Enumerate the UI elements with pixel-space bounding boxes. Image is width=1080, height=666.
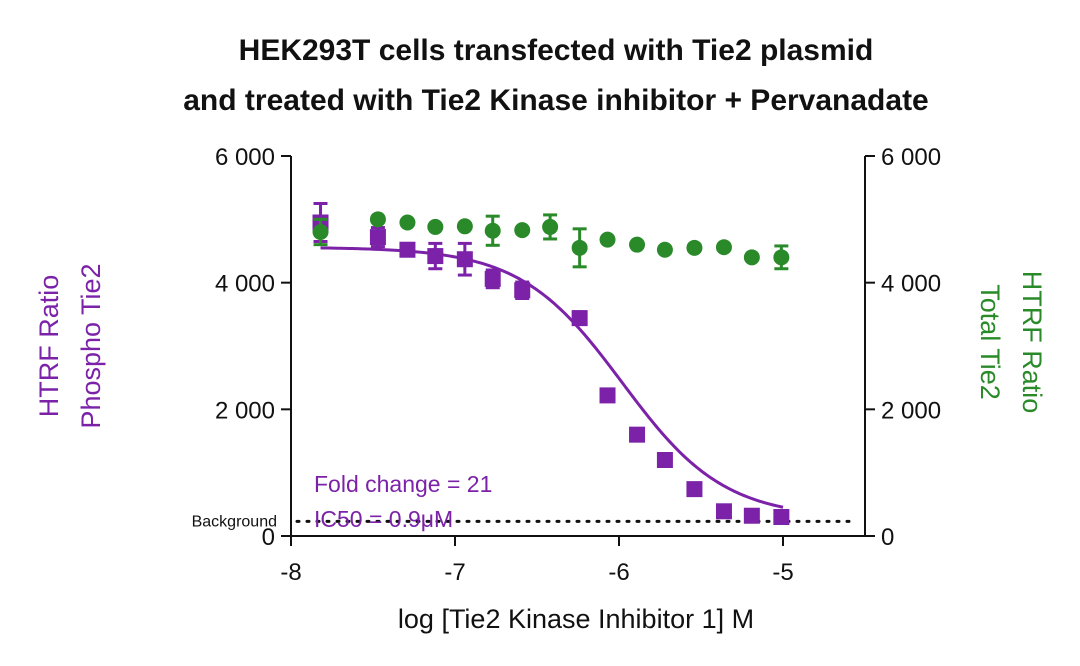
phospho-point (599, 387, 616, 404)
x-tick-label: -8 (280, 559, 301, 586)
total-point (686, 239, 703, 256)
left-y-axis-label-line-2: Phospho Tie2 (76, 263, 106, 428)
phospho-point (571, 310, 588, 327)
right-y-axis-label-line-2: Total Tie2 (975, 284, 1005, 400)
right-y-tick-label: 0 (881, 524, 894, 551)
left-y-tick-label: 6 000 (215, 144, 275, 171)
total-point (427, 218, 444, 235)
total-point (456, 218, 473, 235)
phospho-point (427, 248, 444, 265)
phospho-point (629, 426, 646, 443)
total-point (715, 239, 732, 256)
right-y-tick-label: 6 000 (881, 144, 941, 171)
ic50-annotation: IC50 = 0.9μM (314, 506, 453, 532)
right-y-tick-label: 2 000 (881, 397, 941, 424)
total-point (369, 211, 386, 228)
phospho-point (686, 481, 703, 498)
data-points (312, 202, 790, 525)
phospho-point (656, 452, 673, 468)
phospho-point (456, 251, 473, 268)
axis-ticks: 0 0 2 000 2 000 4 000 4 000 6 000 6 000 -8 -7 -6 -5 (215, 144, 941, 586)
total-point (399, 214, 416, 231)
left-y-tick-label: 2 000 (215, 397, 275, 424)
total-point (629, 236, 646, 253)
total-point (656, 241, 673, 258)
phospho-point (514, 282, 531, 299)
chart-title-line-2: and treated with Tie2 Kinase inhibitor +… (183, 84, 929, 117)
left-y-axis-label-line-1: HTRF Ratio (34, 275, 64, 418)
phospho-point (743, 507, 760, 524)
phospho-point (399, 241, 416, 258)
fold-change-annotation: Fold change = 21 (314, 471, 492, 497)
total-point (312, 224, 329, 240)
total-point (599, 231, 616, 248)
x-axis-label: log [Tie2 Kinase Inhibitor 1] M (398, 604, 754, 634)
phospho-point (484, 270, 501, 287)
total-point (571, 239, 588, 256)
x-tick-label: -6 (608, 559, 629, 586)
phospho-point (369, 229, 386, 246)
phospho-point (715, 503, 732, 520)
left-y-tick-label: 4 000 (215, 271, 275, 298)
background-label: Background (192, 513, 277, 530)
right-y-axis-label-line-1: HTRF Ratio (1017, 271, 1047, 414)
x-tick-label: -7 (444, 559, 465, 586)
total-point (514, 222, 531, 239)
chart-title-line-1: HEK293T cells transfected with Tie2 plas… (239, 34, 874, 67)
x-tick-label: -5 (772, 559, 793, 586)
left-y-tick-label: 0 (262, 524, 275, 551)
right-y-tick-label: 4 000 (881, 271, 941, 298)
phospho-fit-curve (320, 246, 784, 509)
total-point (743, 249, 760, 266)
total-point (542, 218, 559, 235)
total-point (484, 222, 501, 239)
phospho-point (773, 509, 790, 525)
total-point (773, 249, 790, 266)
